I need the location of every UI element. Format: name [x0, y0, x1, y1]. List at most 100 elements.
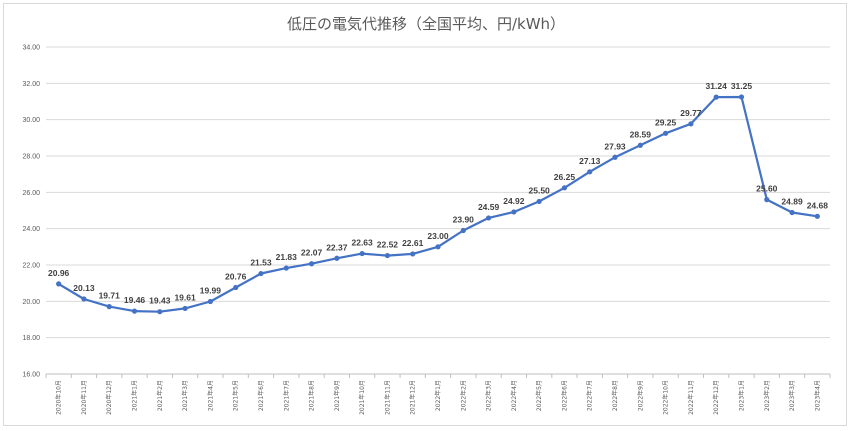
- data-label: 22.61: [402, 238, 424, 248]
- x-tick-label: 2022年5月: [535, 380, 543, 411]
- data-label: 29.77: [680, 108, 702, 118]
- data-point: [258, 270, 264, 277]
- y-tick-label: 24.00: [22, 226, 40, 233]
- x-tick-label: 2022年7月: [586, 380, 594, 411]
- y-tick-label: 18.00: [22, 335, 40, 342]
- y-tick-label: 32.00: [22, 81, 40, 88]
- data-label: 20.76: [225, 272, 247, 282]
- data-point: [663, 130, 669, 136]
- y-tick-label: 22.00: [22, 263, 40, 270]
- data-label: 22.52: [377, 240, 399, 250]
- data-point: [157, 309, 163, 315]
- data-label: 23.00: [427, 231, 449, 241]
- chart-frame: 低圧の電気代推移（全国平均、円/kWh） 16.00 18.00 20.00 22.0…: [3, 3, 847, 426]
- x-tick-label: 2023年2月: [763, 380, 771, 411]
- chart-title: 低圧の電気代推移（全国平均、円/kWh）: [287, 15, 565, 33]
- x-tick-label: 2021年10月: [358, 380, 366, 415]
- x-tick-label: 2022年3月: [485, 380, 493, 411]
- data-label: 27.13: [579, 156, 601, 166]
- data-point: [435, 244, 441, 250]
- data-label: 24.92: [503, 196, 525, 206]
- data-point: [637, 142, 643, 148]
- y-tick-label: 20.00: [22, 299, 40, 306]
- data-point: [233, 284, 239, 291]
- x-tick-label: 2022年2月: [459, 380, 467, 411]
- data-point: [485, 215, 492, 221]
- data-label: 25.60: [756, 184, 778, 194]
- x-tick-label: 2021年12月: [409, 380, 417, 415]
- data-label: 19.46: [124, 295, 146, 305]
- x-tick-label: 2020年12月: [105, 380, 113, 415]
- x-tick-label: 2022年11月: [687, 380, 695, 415]
- data-point: [334, 255, 340, 261]
- x-tick-label: 2021年1月: [131, 380, 139, 411]
- data-label: 24.59: [478, 202, 500, 212]
- x-tick-label: 2023年3月: [788, 380, 796, 411]
- data-label: 19.43: [149, 296, 171, 306]
- data-point: [738, 94, 745, 100]
- data-label: 21.83: [276, 252, 298, 262]
- x-tick-label: 2021年5月: [232, 380, 240, 411]
- y-tick-label: 16.00: [22, 372, 40, 379]
- x-tick-label: 2021年9月: [333, 380, 341, 411]
- x-tick-label: 2021年7月: [282, 380, 290, 411]
- y-axis-ticks: 16.00 18.00 20.00 22.00 24.00 26.00 28.00 30.00…: [22, 45, 40, 379]
- y-tick-label: 30.00: [22, 117, 40, 124]
- data-point: [410, 251, 416, 257]
- data-point: [612, 154, 618, 160]
- data-point: [81, 296, 87, 302]
- x-tick-label: 2021年11月: [383, 380, 391, 415]
- data-point: [308, 261, 315, 267]
- line-chart: 低圧の電気代推移（全国平均、円/kWh） 16.00 18.00 20.00 22.0…: [22, 15, 831, 415]
- data-label: 31.24: [706, 81, 728, 91]
- data-point: [814, 213, 820, 219]
- data-label: 22.37: [326, 242, 348, 252]
- x-tick-label: 2023年4月: [813, 380, 821, 411]
- y-tick-label: 34.00: [22, 45, 40, 52]
- data-label: 23.90: [453, 214, 475, 224]
- data-point: [56, 281, 62, 287]
- data-label: 19.61: [174, 292, 196, 302]
- data-point: [511, 209, 517, 215]
- gridlines: [46, 46, 830, 375]
- x-tick-label: 2023年1月: [737, 380, 745, 411]
- data-point: [384, 252, 391, 259]
- x-tick-label: 2022年1月: [434, 380, 442, 411]
- data-point: [283, 265, 289, 271]
- x-tick-label: 2020年11月: [80, 380, 88, 415]
- x-tick-label: 2022年6月: [560, 380, 568, 411]
- data-label: 19.99: [200, 286, 222, 296]
- data-point: [764, 197, 770, 203]
- data-label: 19.71: [99, 291, 121, 301]
- data-label: 24.89: [781, 196, 803, 206]
- y-tick-label: 28.00: [22, 154, 40, 161]
- series-line: [58, 95, 818, 313]
- x-tick-label: 2022年9月: [636, 380, 644, 411]
- data-point: [359, 250, 365, 257]
- data-label: 22.63: [351, 238, 373, 248]
- data-point: [460, 227, 466, 234]
- x-axis-ticks: 2020年10月 2020年11月 2020年12月 2021年1月 2021年2月 20…: [45, 374, 831, 415]
- data-label: 24.68: [807, 200, 829, 210]
- x-tick-label: 2021年8月: [308, 380, 316, 411]
- x-tick-label: 2022年10月: [662, 380, 670, 415]
- y-tick-label: 26.00: [22, 190, 40, 197]
- data-label: 27.93: [604, 141, 626, 151]
- data-point: [536, 198, 542, 205]
- data-point: [688, 121, 694, 127]
- x-tick-label: 2020年10月: [55, 380, 63, 415]
- x-tick-label: 2021年4月: [206, 380, 214, 411]
- x-tick-label: 2022年4月: [510, 380, 518, 411]
- data-label: 21.53: [250, 258, 272, 268]
- data-point: [182, 305, 188, 312]
- data-label: 28.59: [630, 129, 652, 139]
- x-tick-label: 2021年2月: [156, 380, 164, 411]
- data-label: 29.25: [655, 117, 677, 127]
- data-label: 20.13: [73, 283, 95, 293]
- data-label: 25.50: [529, 185, 551, 195]
- data-point: [131, 308, 138, 314]
- x-tick-label: 2021年3月: [181, 380, 189, 411]
- data-point: [587, 169, 593, 175]
- data-point: [561, 185, 568, 191]
